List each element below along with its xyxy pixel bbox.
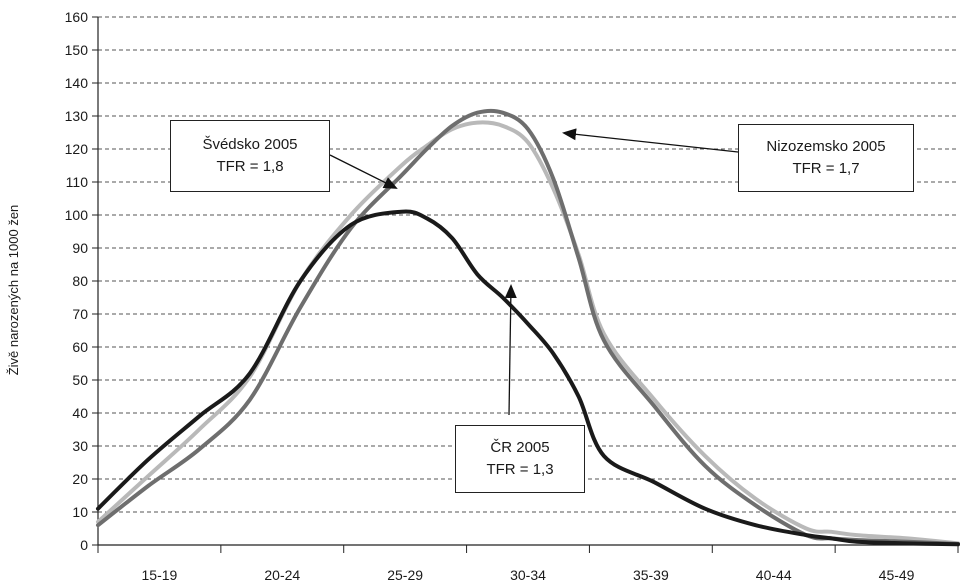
y-tick-label: 150 [65, 42, 89, 58]
x-tick-label: 45-49 [879, 567, 915, 583]
callout-sweden-tfr: TFR = 1,8 [216, 158, 284, 175]
y-tick-label: 20 [72, 471, 88, 487]
y-tick-label: 90 [72, 240, 88, 256]
y-tick-label: 160 [65, 9, 89, 25]
arrow-czech [504, 284, 517, 416]
y-axis-title: Živě narozených na 1000 žen [6, 205, 21, 376]
y-tick-label: 50 [72, 372, 88, 388]
callout-czech-title: ČR 2005 [490, 439, 550, 456]
y-tick-label: 40 [72, 405, 88, 421]
y-tick-label: 70 [72, 306, 88, 322]
x-tick-label: 20-24 [264, 567, 300, 583]
series-line-cr-2005 [96, 209, 960, 547]
x-axis-ticks: 15-19 20-24 25-29 30-34 35-39 40-44 45-49 [97, 545, 959, 583]
callout-sweden-title: Švédsko 2005 [202, 136, 298, 153]
arrow-sweden [329, 154, 398, 189]
y-tick-label: 80 [72, 273, 88, 289]
x-tick-label: 30-34 [510, 567, 546, 583]
series-lines [96, 108, 960, 547]
y-tick-label: 100 [65, 207, 89, 223]
y-tick-label: 0 [80, 537, 88, 553]
callout-netherlands-title: Nizozemsko 2005 [766, 138, 886, 155]
x-tick-label: 35-39 [633, 567, 669, 583]
x-tick-label: 15-19 [142, 567, 178, 583]
y-axis-ticks: 0 10 20 30 40 50 60 70 80 90 100 110 120 130 140 150 160 [65, 9, 98, 553]
y-tick-label: 110 [66, 174, 89, 190]
x-tick-label: 25-29 [387, 567, 423, 583]
callout-czech: ČR 2005 TFR = 1,3 [455, 425, 585, 493]
callout-sweden: Švédsko 2005 TFR = 1,8 [170, 120, 330, 192]
y-tick-label: 140 [65, 75, 89, 91]
y-tick-label: 130 [65, 108, 89, 124]
callout-netherlands-tfr: TFR = 1,7 [792, 160, 860, 177]
callout-czech-tfr: TFR = 1,3 [486, 461, 554, 478]
y-tick-label: 30 [72, 438, 88, 454]
y-tick-label: 10 [72, 504, 88, 520]
callout-netherlands: Nizozemsko 2005 TFR = 1,7 [738, 124, 914, 192]
y-tick-label: 120 [65, 141, 89, 157]
arrow-netherlands [562, 128, 739, 153]
x-tick-label: 40-44 [756, 567, 792, 583]
y-tick-label: 60 [72, 339, 88, 355]
callout-arrows [329, 128, 739, 416]
